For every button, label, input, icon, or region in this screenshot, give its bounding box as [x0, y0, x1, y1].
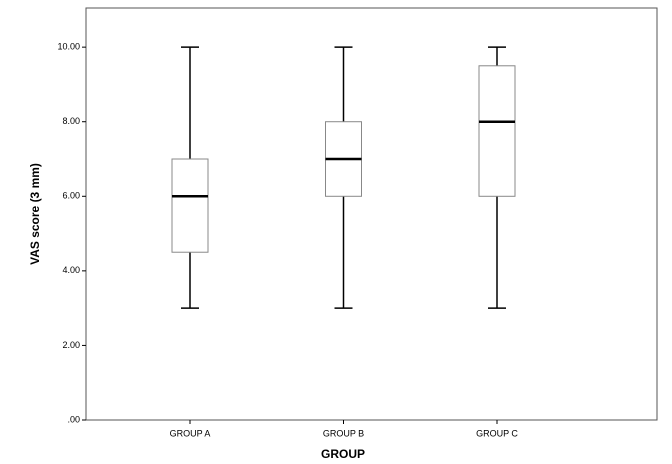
y-tick-label: .00: [67, 414, 80, 424]
y-axis-title: VAS score (3 mm): [28, 163, 42, 265]
y-tick-label: 4.00: [62, 265, 80, 275]
x-axis-title: GROUP: [321, 447, 365, 461]
y-tick-label: 10.00: [57, 42, 80, 52]
x-tick-label: GROUP B: [323, 428, 364, 438]
x-tick-label: GROUP A: [170, 428, 211, 438]
box: [478, 65, 516, 197]
y-tick-label: 6.00: [62, 191, 80, 201]
x-tick-label: GROUP C: [476, 428, 518, 438]
y-tick-label: 2.00: [62, 340, 80, 350]
box: [171, 158, 209, 253]
y-tick-label: 8.00: [62, 116, 80, 126]
